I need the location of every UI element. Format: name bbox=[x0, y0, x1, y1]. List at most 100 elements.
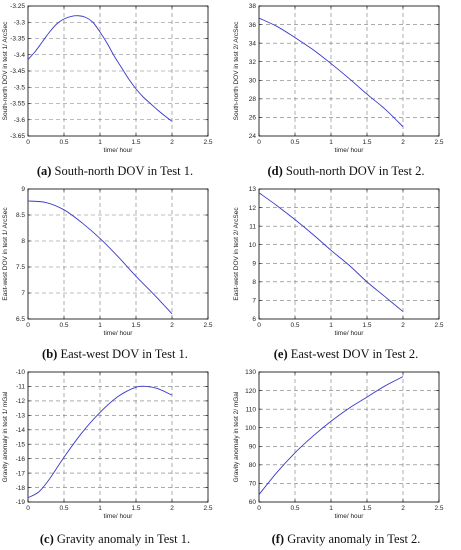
series-line bbox=[27, 385, 173, 499]
plot-area bbox=[27, 188, 209, 320]
caption-c-text: Gravity anomaly in Test 1. bbox=[53, 532, 191, 546]
y-tick-label: 8 bbox=[21, 238, 25, 245]
y-tick-label: 6.5 bbox=[16, 316, 25, 323]
plot-area bbox=[258, 371, 440, 503]
y-tick-label: -16 bbox=[16, 456, 26, 463]
y-tick-label: 26 bbox=[249, 115, 257, 122]
x-tick-label: 1 bbox=[98, 322, 102, 329]
x-tick-label: 1 bbox=[329, 505, 333, 512]
y-axis-label: South-north DOV in test 1/ ArcSec bbox=[2, 21, 9, 120]
y-tick-label: -3.55 bbox=[10, 101, 25, 108]
y-axis-label: Gravity anomaly in test 1/ mGal bbox=[2, 391, 9, 482]
x-tick-label: 0.5 bbox=[59, 505, 68, 512]
x-tick-label: 0.5 bbox=[290, 505, 299, 512]
x-tick-label: 2 bbox=[401, 505, 405, 512]
y-tick-label: -3.4 bbox=[14, 52, 26, 59]
y-tick-label: 38 bbox=[249, 3, 257, 10]
y-tick-label: 7.5 bbox=[16, 264, 25, 271]
caption-c: (c) Gravity anomaly in Test 1. bbox=[0, 532, 230, 547]
chart-a: 0 0.5 1 1.5 2 2.5 -3.65 -3.6 -3.55 -3.5 -3.45 -3.4 -… bbox=[2, 3, 213, 154]
chart-panel-b: 0 0.5 1 1.5 2 2.5 6.5 7 7.5 8 8.5 9 time/ hour East-w… bbox=[0, 183, 230, 337]
caption-d-text: South-north DOV in Test 2. bbox=[282, 164, 425, 178]
y-tick-label: -12 bbox=[16, 398, 26, 405]
x-tick-label: 2 bbox=[170, 322, 174, 329]
caption-f: (f) Gravity anomaly in Test 2. bbox=[231, 532, 461, 547]
x-tick-label: 0 bbox=[26, 139, 30, 146]
series-line bbox=[258, 192, 404, 312]
y-tick-label: -18 bbox=[16, 485, 26, 492]
chart-panel-e: 0 0.5 1 1.5 2 2.5 6 7 8 9 10 11 12 13 time/ hour East-w… bbox=[231, 183, 461, 337]
y-tick-label: 10 bbox=[249, 242, 257, 249]
caption-f-text: Gravity anomaly in Test 2. bbox=[284, 532, 421, 546]
x-tick-label: 2 bbox=[170, 505, 174, 512]
caption-a-tag: (a) bbox=[36, 164, 52, 178]
caption-e: (e) East-west DOV in Test 2. bbox=[231, 347, 461, 362]
y-tick-label: -3.45 bbox=[10, 68, 25, 75]
y-tick-label: 100 bbox=[245, 425, 256, 432]
y-tick-label: 120 bbox=[245, 388, 256, 395]
y-tick-label: 130 bbox=[245, 369, 256, 376]
x-tick-label: 2.5 bbox=[203, 505, 212, 512]
chart-b: 0 0.5 1 1.5 2 2.5 6.5 7 7.5 8 8.5 9 time/ hour East-w… bbox=[2, 186, 213, 337]
chart-d: 0 0.5 1 1.5 2 2.5 24 26 28 30 32 34 36 38 time/ hour So… bbox=[233, 3, 444, 154]
chart-f: 0 0.5 1 1.5 2 2.5 60 70 80 90 100 110 120 130 time/ ho… bbox=[233, 369, 444, 520]
x-tick-label: 1.5 bbox=[131, 505, 140, 512]
x-tick-label: 0 bbox=[26, 322, 30, 329]
y-tick-label: 11 bbox=[249, 223, 256, 230]
y-tick-label: 7 bbox=[21, 290, 25, 297]
y-tick-label: -3.25 bbox=[10, 3, 25, 10]
y-tick-label: 32 bbox=[249, 59, 257, 66]
y-tick-label: -14 bbox=[16, 427, 26, 434]
y-tick-label: -11 bbox=[16, 384, 25, 391]
caption-b: (b) East-west DOV in Test 1. bbox=[0, 347, 230, 362]
x-tick-label: 1.5 bbox=[362, 505, 371, 512]
x-tick-label: 0 bbox=[26, 505, 30, 512]
x-tick-label: 1 bbox=[329, 322, 333, 329]
plot-area bbox=[258, 188, 440, 320]
series-line bbox=[258, 376, 404, 495]
caption-f-tag: (f) bbox=[271, 532, 285, 546]
x-axis-label: time/ hour bbox=[104, 513, 134, 520]
x-tick-label: 0.5 bbox=[290, 322, 299, 329]
y-tick-label: 30 bbox=[249, 77, 257, 84]
x-tick-label: 2.5 bbox=[203, 322, 212, 329]
x-tick-label: 0 bbox=[257, 322, 261, 329]
caption-a: (a) South-north DOV in Test 1. bbox=[0, 164, 230, 179]
x-tick-label: 2.5 bbox=[434, 139, 443, 146]
x-tick-label: 0.5 bbox=[290, 139, 299, 146]
y-tick-label: 9 bbox=[21, 186, 25, 193]
y-tick-label: -3.5 bbox=[14, 84, 26, 91]
caption-e-tag: (e) bbox=[273, 347, 288, 361]
x-tick-label: 1.5 bbox=[131, 322, 140, 329]
x-tick-label: 2 bbox=[401, 322, 405, 329]
y-tick-label: -19 bbox=[16, 499, 26, 506]
x-axis-label: time/ hour bbox=[104, 147, 134, 154]
y-tick-label: 70 bbox=[249, 481, 257, 488]
chart-panel-f: 0 0.5 1 1.5 2 2.5 60 70 80 90 100 110 120 130 time/ ho… bbox=[231, 366, 461, 520]
y-tick-label: 28 bbox=[249, 96, 257, 103]
y-tick-label: 13 bbox=[249, 186, 257, 193]
y-axis-label: South-north DOV in test 2/ ArcSec bbox=[233, 21, 240, 120]
y-tick-label: -10 bbox=[16, 369, 26, 376]
x-tick-label: 0.5 bbox=[59, 139, 68, 146]
y-tick-label: 6 bbox=[252, 316, 256, 323]
y-tick-label: 34 bbox=[249, 40, 257, 47]
y-axis-label: East-west DOV in test 2/ ArcSec bbox=[233, 207, 240, 301]
chart-panel-c: 0 0.5 1 1.5 2 2.5 -19 -18 -17 -16 -15 -14 -13 -12 -11 -… bbox=[0, 366, 230, 520]
x-axis-label: time/ hour bbox=[104, 330, 134, 337]
x-tick-label: 0 bbox=[257, 505, 261, 512]
y-tick-label: -3.6 bbox=[14, 117, 26, 124]
caption-b-tag: (b) bbox=[42, 347, 58, 361]
y-tick-label: 12 bbox=[249, 205, 257, 212]
x-axis-label: time/ hour bbox=[335, 513, 365, 520]
x-tick-label: 2.5 bbox=[203, 139, 212, 146]
y-axis-label: East-west DOV in test 1/ ArcSec bbox=[2, 207, 9, 301]
x-tick-label: 2 bbox=[401, 139, 405, 146]
series-line bbox=[27, 15, 173, 122]
y-tick-label: -17 bbox=[16, 470, 26, 477]
caption-e-text: East-west DOV in Test 2. bbox=[287, 347, 419, 361]
y-tick-label: -13 bbox=[16, 413, 26, 420]
chart-c: 0 0.5 1 1.5 2 2.5 -19 -18 -17 -16 -15 -14 -13 -12 -11 -… bbox=[2, 369, 213, 520]
caption-c-tag: (c) bbox=[39, 532, 54, 546]
y-tick-label: 80 bbox=[249, 462, 257, 469]
